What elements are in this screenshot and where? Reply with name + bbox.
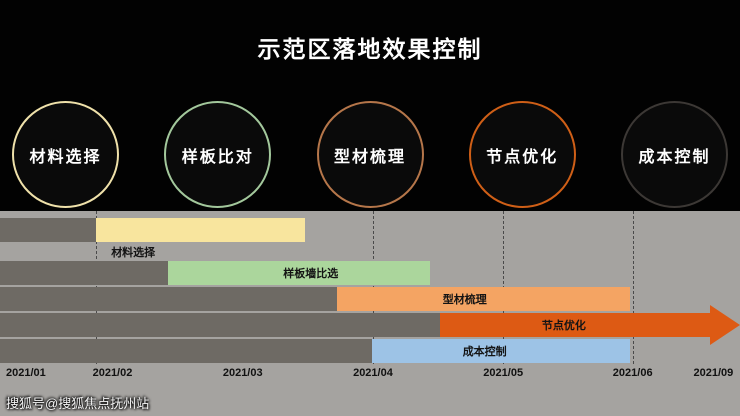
header-section: 示范区落地效果控制 材料选择 样板比对 型材梳理 节点优化 成本控制	[0, 36, 740, 208]
gantt-row-1	[0, 218, 740, 242]
phase-circle-3: 型材梳理	[316, 101, 424, 208]
task-label-strip: 材料选择	[0, 244, 740, 259]
task-bar	[440, 313, 711, 337]
phase-circle-label: 样板比对	[181, 148, 254, 166]
task-label: 成本控制	[462, 346, 507, 358]
phase-circle-label: 型材梳理	[333, 148, 406, 166]
gantt-row-2: 样板墙比选	[0, 261, 740, 285]
watermark: 搜狐号@搜狐焦点抚州站	[6, 396, 150, 411]
arrow-head-icon	[710, 305, 740, 345]
task-label: 节点优化	[541, 320, 586, 332]
gantt-axis: 2021/01 2021/02 2021/03 2021/04 2021/05 2021/…	[0, 367, 740, 383]
axis-tick: 2021/04	[353, 367, 393, 379]
task-bar	[336, 287, 631, 311]
task-bar	[167, 261, 430, 285]
task-label: 材料选择	[111, 246, 156, 259]
gantt-row-5: 成本控制	[0, 339, 740, 363]
lead-gray-bar	[0, 218, 97, 242]
lead-gray-bar	[0, 287, 337, 311]
gantt-rows: 材料选择样板墙比选型材梳理节点优化成本控制	[0, 218, 740, 365]
lead-gray-bar	[0, 261, 168, 285]
phase-circle-5: 成本控制	[621, 101, 728, 208]
task-bar	[372, 339, 631, 363]
phase-circle-label: 节点优化	[486, 148, 559, 166]
task-label: 样板墙比选	[283, 268, 339, 280]
gantt-chart: 材料选择 样板墙比选 型材梳理 节点优化 成本控制 2021/01 2021/02 2021…	[0, 211, 740, 416]
phase-circle-label: 材料选择	[29, 148, 102, 166]
phase-circle-4: 节点优化	[468, 101, 576, 208]
lead-gray-bar	[0, 339, 373, 363]
phase-circle-2: 样板比对	[164, 101, 272, 208]
task-label: 型材梳理	[442, 294, 487, 306]
phase-circles: 材料选择 样板比对 型材梳理 节点优化 成本控制	[0, 101, 740, 208]
axis-tick: 2021/06	[612, 367, 653, 379]
gantt-row-4: 节点优化	[0, 305, 740, 345]
phase-circle-label: 成本控制	[638, 148, 711, 166]
axis-tick: 2021/01	[6, 367, 46, 379]
axis-tick: 2021/03	[222, 367, 263, 379]
lead-gray-bar	[0, 313, 441, 337]
axis-tick: 2021/09	[693, 367, 734, 379]
axis-tick: 2021/05	[483, 367, 524, 379]
gantt-row-3: 型材梳理	[0, 287, 740, 311]
axis-tick: 2021/02	[92, 367, 133, 379]
page-title: 示范区落地效果控制	[257, 36, 483, 62]
task-bar	[96, 218, 305, 242]
phase-circle-1: 材料选择	[12, 101, 119, 208]
month-gridline	[632, 211, 634, 364]
